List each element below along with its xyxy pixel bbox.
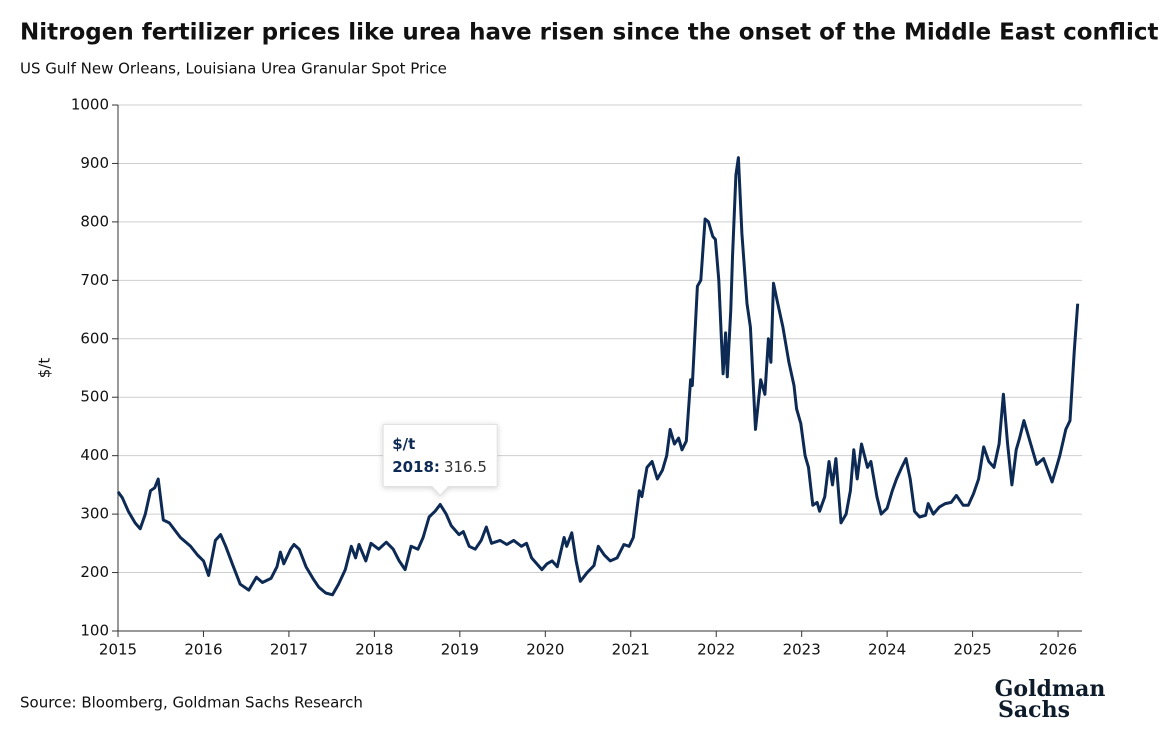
chart-title: Nitrogen fertilizer prices like urea hav…: [20, 20, 1158, 46]
y-tick-label: 400: [80, 446, 109, 464]
x-tick-label: 2018: [355, 641, 393, 659]
tooltip-title: $/t: [392, 435, 415, 453]
x-tick-label: 2025: [954, 641, 992, 659]
tooltip-box: [382, 423, 498, 497]
x-tick-label: 2021: [612, 641, 650, 659]
y-tick-label: 800: [80, 212, 109, 230]
tooltip-value: 316.5: [444, 458, 487, 476]
chart-subtitle: US Gulf New Orleans, Louisiana Urea Gran…: [20, 60, 447, 78]
x-tick-label: 2019: [441, 641, 479, 659]
tooltip: $/t 2018: 316.5: [382, 423, 498, 497]
y-tick-label: 500: [80, 388, 109, 406]
y-tick-label: 100: [80, 622, 109, 640]
y-tick-label: 700: [80, 271, 109, 289]
x-tick-label: 2016: [184, 641, 222, 659]
y-tick-label: 300: [80, 505, 109, 523]
logo: Goldman: [995, 676, 1106, 702]
x-tick-label: 2023: [783, 641, 821, 659]
tooltip-label: 2018:: [392, 458, 440, 476]
y-tick-label: 900: [80, 154, 109, 172]
x-tick-label: 2017: [270, 641, 308, 659]
x-tick-label: 2022: [697, 641, 735, 659]
y-tick-label: 1000: [71, 96, 109, 114]
x-tick-label: 2020: [526, 641, 564, 659]
x-tick-label: 2015: [99, 641, 137, 659]
price-line: [116, 156, 1080, 597]
x-tick-label: 2026: [1039, 641, 1077, 659]
y-tick-label: 200: [80, 563, 109, 581]
y-tick-label: 600: [80, 329, 109, 347]
y-axis-label: $/t: [36, 358, 54, 379]
logo: Sachs: [998, 697, 1070, 723]
x-tick-label: 2024: [868, 641, 906, 659]
source: Source: Bloomberg, Goldman Sachs Researc…: [20, 694, 363, 712]
